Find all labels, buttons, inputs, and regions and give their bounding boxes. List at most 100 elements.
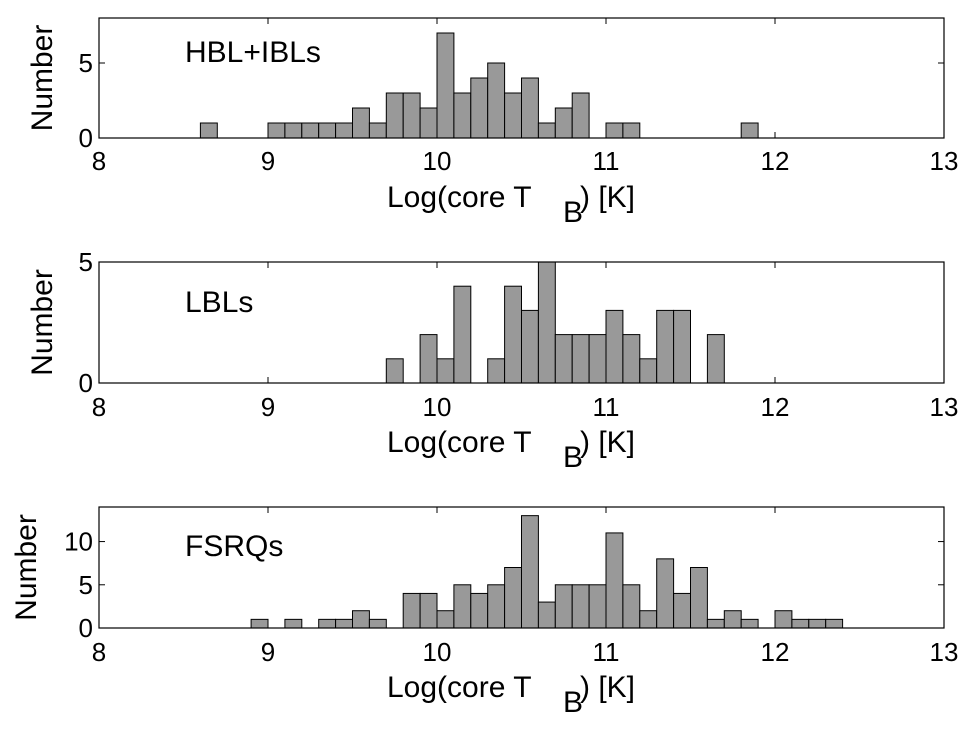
histogram-bar <box>385 92 404 139</box>
y-tick-label: 10 <box>64 527 93 557</box>
histogram-bar <box>808 618 827 629</box>
histogram-bar <box>436 610 455 629</box>
x-axis-label: Log(core T <box>387 671 532 704</box>
y-tick-label: 5 <box>79 48 93 78</box>
x-axis-label-subscript: B <box>563 196 583 229</box>
y-axis-label: Number <box>26 25 59 132</box>
x-tick-label: 10 <box>423 392 452 422</box>
histogram-bar <box>250 618 269 629</box>
histogram-bar <box>487 358 506 384</box>
panel-title: LBLs <box>185 286 253 319</box>
x-tick-label: 11 <box>593 637 620 667</box>
histogram-bar <box>622 584 641 629</box>
panel-title: FSRQs <box>185 530 283 563</box>
plot-frame <box>98 17 945 139</box>
histogram-bar <box>368 122 387 139</box>
histogram-bar <box>740 122 759 139</box>
histogram-bar <box>453 92 472 139</box>
histogram-bar <box>470 77 489 139</box>
x-tick-label: 11 <box>593 392 620 422</box>
histogram-bar <box>335 122 354 139</box>
histogram-bar <box>335 618 354 629</box>
histogram-bar <box>453 285 472 384</box>
y-tick-label: 0 <box>79 368 93 398</box>
x-tick-label: 10 <box>423 637 452 667</box>
histogram-bar <box>284 618 303 629</box>
histogram-bar <box>352 107 370 139</box>
histogram-bar <box>774 610 793 629</box>
x-tick-label: 9 <box>261 637 275 667</box>
histogram-bar <box>537 601 556 629</box>
histogram-bar <box>352 610 370 629</box>
histogram-bar <box>825 618 844 629</box>
histogram-bar <box>588 334 607 384</box>
histogram-bar <box>673 309 691 384</box>
histogram-bar <box>521 77 539 139</box>
x-tick-label: 13 <box>930 146 959 176</box>
panel-title: HBL+IBLs <box>185 36 321 69</box>
y-tick-label: 5 <box>79 247 93 277</box>
x-tick-label: 8 <box>92 392 106 422</box>
y-tick-label: 0 <box>79 123 93 153</box>
histogram-bar <box>419 107 438 139</box>
x-axis-label-subscript: B <box>563 686 583 719</box>
histogram-bar <box>605 122 624 139</box>
histogram-bar <box>571 584 590 629</box>
x-tick-label: 13 <box>930 637 959 667</box>
histogram-panel-2: 8 9 10 11 12 13 0 5 LBLs Number Log(core T B) [K] <box>26 247 958 474</box>
x-axis-label-unit: ) [K] <box>580 671 635 704</box>
histogram-bar <box>723 610 742 629</box>
histogram-bar <box>521 515 539 629</box>
plot-frame <box>98 506 945 629</box>
x-axis-label-unit: ) [K] <box>580 426 635 459</box>
histogram-bar <box>470 592 489 629</box>
histogram-bar <box>554 334 573 384</box>
histogram-bar <box>656 309 675 384</box>
histogram-bar <box>690 567 708 629</box>
histogram-bar <box>318 618 337 629</box>
histogram-bar <box>436 32 455 139</box>
histogram-bar <box>504 92 523 139</box>
x-tick-label: 12 <box>761 146 790 176</box>
histogram-bar <box>504 285 523 384</box>
histogram-bar <box>554 584 573 629</box>
x-axis-label: Log(core T <box>387 181 532 214</box>
histogram-bar <box>419 334 438 384</box>
histogram-bar <box>622 334 641 384</box>
x-tick-label: 9 <box>261 146 275 176</box>
x-axis-label-unit: ) [K] <box>580 181 635 214</box>
histogram-bar <box>419 592 438 629</box>
histogram-bar <box>504 567 523 629</box>
x-axis-label-subscript: B <box>563 441 583 474</box>
histogram-bar <box>453 584 472 629</box>
histogram-bar <box>487 62 506 139</box>
y-axis-label: Number <box>26 269 59 376</box>
x-tick-label: 11 <box>593 146 620 176</box>
x-axis-label: Log(core T <box>387 426 532 459</box>
histogram-panel-1: 8 9 10 11 12 13 0 5 HBL+IBLs Number Log(core T B) [… <box>26 17 959 229</box>
histogram-bar <box>521 309 539 384</box>
histogram-bar <box>622 122 641 139</box>
histogram-bar <box>605 532 624 629</box>
histogram-bar <box>740 618 759 629</box>
x-tick-label: 13 <box>930 392 959 422</box>
histogram-bar <box>199 122 218 139</box>
x-tick-label: 8 <box>92 637 106 667</box>
x-tick-label: 9 <box>261 392 275 422</box>
histogram-bar <box>588 584 607 629</box>
histogram-bar <box>267 122 286 139</box>
histogram-bar <box>639 358 658 384</box>
histogram-bar <box>571 92 590 139</box>
histogram-bar <box>673 592 691 629</box>
y-tick-label: 0 <box>79 613 93 643</box>
histogram-bar <box>605 309 624 384</box>
histogram-bar <box>571 334 590 384</box>
histogram-bar <box>706 334 725 384</box>
histogram-bar <box>368 618 387 629</box>
histogram-bar <box>385 358 404 384</box>
histogram-panel-3: 8 9 10 11 12 13 0 5 10 FSRQs Number Log(core T B) [K… <box>10 506 959 719</box>
histogram-bar <box>656 558 675 629</box>
y-tick-label: 5 <box>79 570 93 600</box>
histogram-bar <box>537 261 556 384</box>
